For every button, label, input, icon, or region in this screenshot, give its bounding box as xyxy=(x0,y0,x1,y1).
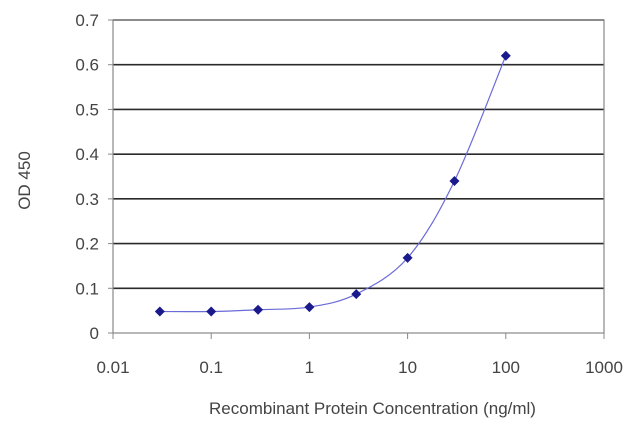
data-point xyxy=(449,175,460,186)
y-tick-label: 0 xyxy=(90,324,99,343)
data-point xyxy=(304,302,315,313)
x-tick-label: 100 xyxy=(492,358,520,377)
x-axis-ticks: 0.01 0.1 1 10 100 1000 xyxy=(96,333,623,377)
data-point xyxy=(500,50,511,61)
x-tick-label: 0.1 xyxy=(199,358,223,377)
data-point xyxy=(253,304,264,315)
y-tick-label: 0.6 xyxy=(75,56,99,75)
y-tick-label: 0.2 xyxy=(75,235,99,254)
x-tick-label: 1000 xyxy=(585,358,623,377)
y-axis-title: OD 450 xyxy=(15,151,34,210)
y-tick-label: 0.7 xyxy=(75,11,99,30)
y-tick-label: 0.4 xyxy=(75,145,99,164)
y-tick-label: 0.5 xyxy=(75,100,99,119)
y-tick-label: 0.1 xyxy=(75,279,99,298)
data-points xyxy=(154,50,511,317)
x-tick-label: 10 xyxy=(398,358,417,377)
grid-lines xyxy=(113,19,604,290)
y-tick-label: 0.3 xyxy=(75,190,99,209)
x-axis-title: Recombinant Protein Concentration (ng/ml… xyxy=(209,399,536,418)
data-point xyxy=(402,252,413,263)
plot-area-border xyxy=(112,19,605,334)
x-tick-label: 1 xyxy=(305,358,314,377)
data-point xyxy=(351,289,362,300)
data-point xyxy=(206,306,217,317)
y-axis-ticks: 0 0.1 0.2 0.3 0.4 0.5 0.6 0.7 xyxy=(75,11,113,343)
data-point xyxy=(154,306,165,317)
x-tick-label: 0.01 xyxy=(96,358,129,377)
